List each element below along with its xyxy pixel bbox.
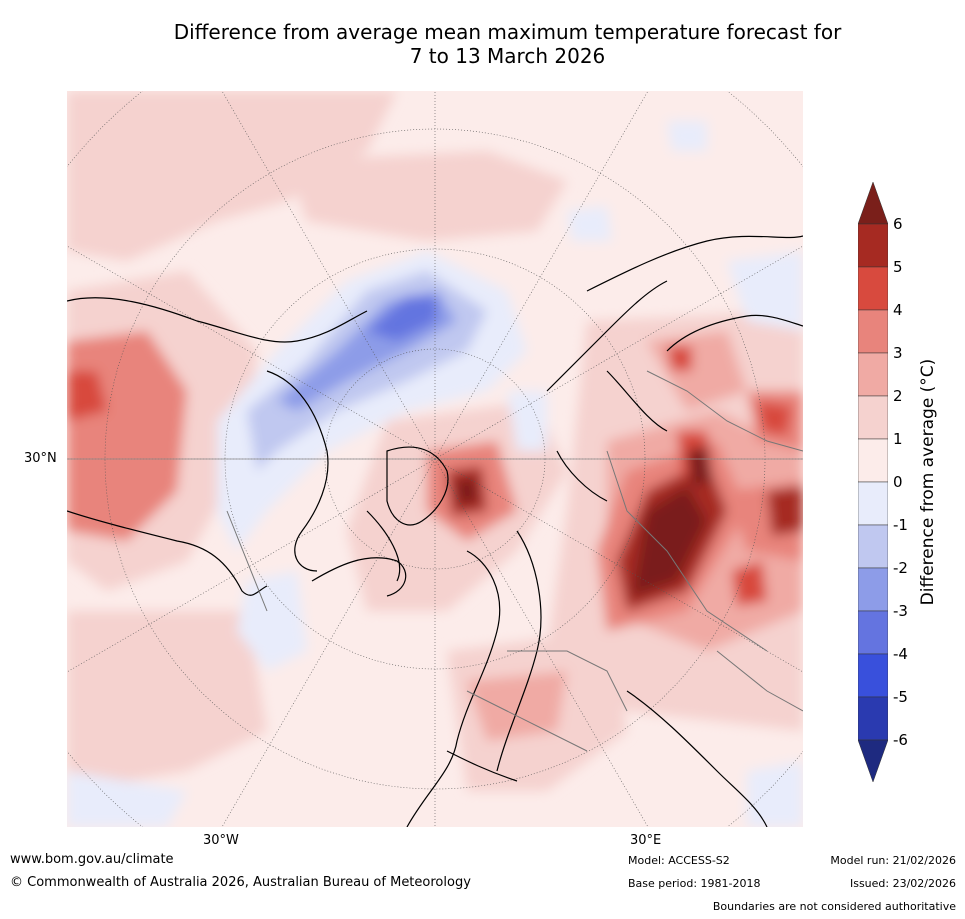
colorbar-tick-label: 3: [893, 344, 903, 362]
country-borders: [226, 370, 803, 752]
colorbar-tick-label: 5: [893, 258, 903, 276]
colorbar-bin: [858, 696, 888, 741]
title-line-1: Difference from average mean maximum tem…: [173, 20, 842, 44]
colorbar-tick-label: -5: [893, 688, 908, 706]
colorbar-tick-label: -2: [893, 559, 908, 577]
footer-base-period: Base period: 1981-2018: [628, 877, 761, 890]
colorbar-bin: [858, 610, 888, 655]
footer-model: Model: ACCESS-S2: [628, 854, 730, 867]
anomaly-contours: [67, 91, 803, 827]
colorbar-tick-label: -3: [893, 602, 908, 620]
lon-label-30w: 30°W: [203, 833, 239, 848]
footer-model-run: Model run: 21/02/2026: [830, 854, 956, 867]
colorbar-tick-label: 6: [893, 215, 903, 233]
lon-label-30e: 30°E: [630, 833, 662, 848]
colorbar-tick-label: 2: [893, 387, 903, 405]
colorbar-bin: [858, 395, 888, 440]
coastlines: [67, 235, 803, 827]
footer-boundaries-note: Boundaries are not considered authoritat…: [712, 900, 956, 913]
colorbar-tick-label: -4: [893, 645, 908, 663]
colorbar-tick-label: 0: [893, 473, 903, 491]
colorbar-tick-label: -1: [893, 516, 908, 534]
footer-website: www.bom.gov.au/climate: [10, 852, 174, 867]
colorbar-tick-label: -6: [893, 731, 908, 749]
temperature-anomaly-map: [67, 91, 803, 827]
chart-title: Difference from average mean maximum tem…: [0, 20, 965, 68]
colorbar-bin: [858, 223, 888, 268]
colorbar: [858, 182, 888, 782]
colorbar-bin: [858, 266, 888, 311]
colorbar-tick-label: 1: [893, 430, 903, 448]
colorbar-bin: [858, 567, 888, 612]
title-line-2: 7 to 13 March 2026: [409, 44, 606, 68]
colorbar-bin: [858, 653, 888, 698]
colorbar-bin: [858, 309, 888, 354]
colorbar-label: Difference from average (°C): [918, 358, 938, 606]
footer-issued: Issued: 23/02/2026: [849, 877, 956, 890]
colorbar-bin: [858, 352, 888, 397]
footer-copyright: © Commonwealth of Australia 2026, Austra…: [10, 875, 471, 890]
colorbar-bin: [858, 438, 888, 483]
colorbar-bin: [858, 524, 888, 569]
colorbar-bin: [858, 739, 888, 782]
colorbar-bin: [858, 481, 888, 526]
colorbar-bin: [858, 182, 888, 225]
lat-label-30n: 30°N: [24, 451, 57, 466]
colorbar-tick-label: 4: [893, 301, 903, 319]
